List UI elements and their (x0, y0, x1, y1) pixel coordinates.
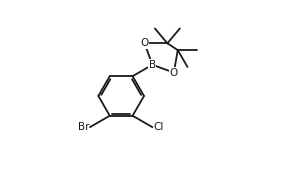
Text: Br: Br (77, 122, 89, 132)
Text: B: B (149, 60, 156, 70)
Text: O: O (170, 68, 178, 78)
Text: O: O (140, 38, 149, 48)
Text: Cl: Cl (153, 122, 164, 132)
